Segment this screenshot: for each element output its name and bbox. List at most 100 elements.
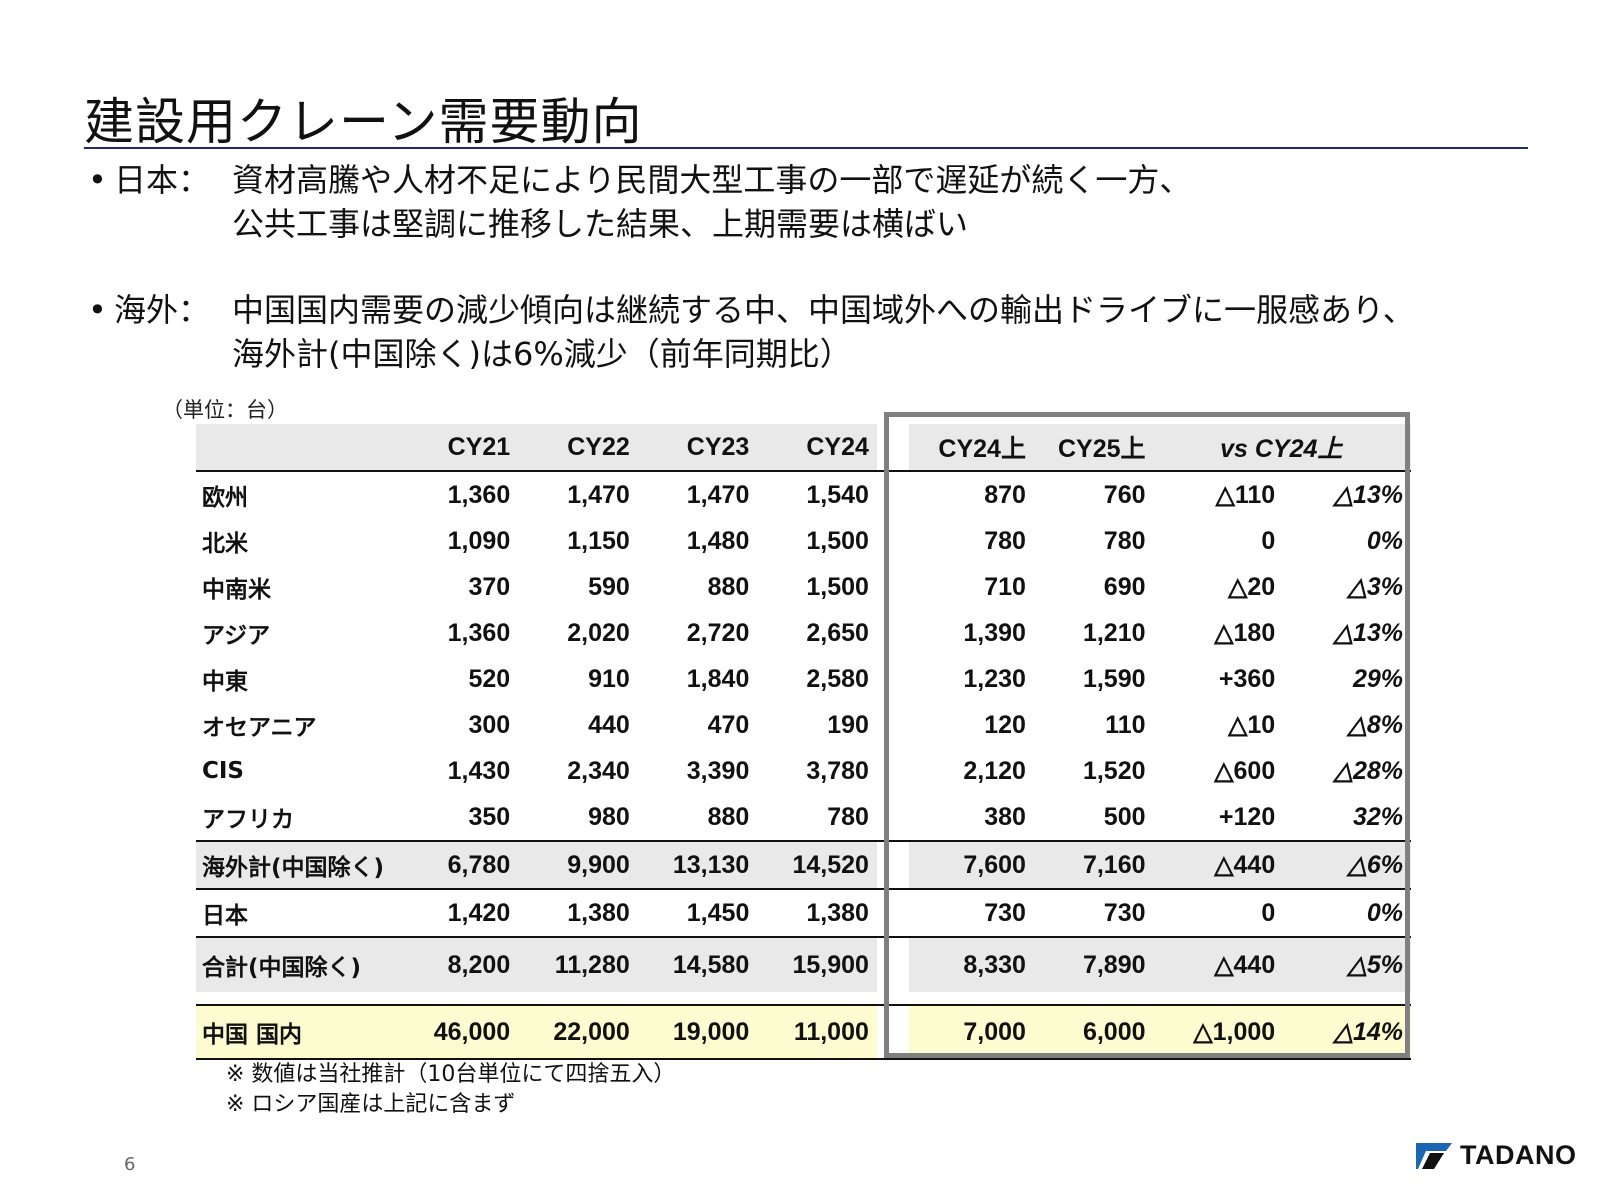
bullet-overseas: • 海外： 中国国内需要の減少傾向は継続する中、中国域外への輸出ドライブに一服感あり… xyxy=(88,288,1415,373)
column-gap xyxy=(876,702,910,748)
data-cell: 1,090 xyxy=(447,526,511,555)
data-cell: △440 xyxy=(1214,951,1276,979)
row-label: 北米 xyxy=(202,531,248,557)
data-cell: △20 xyxy=(1228,573,1276,601)
data-cell: 520 xyxy=(468,664,511,693)
unit-label: （単位：台） xyxy=(162,398,288,422)
data-cell: △6% xyxy=(1347,851,1403,879)
data-cell: 3,780 xyxy=(806,756,869,785)
data-cell: 470 xyxy=(707,710,750,739)
data-cell: +120 xyxy=(1218,802,1276,831)
table-row: アジア 1,360 2,020 2,720 2,650 1,390 1,210 △180 △13… xyxy=(196,610,1411,656)
header-cell: vs CY24上 xyxy=(1220,435,1343,463)
column-gap xyxy=(876,610,910,656)
table-row: アフリカ 350 980 880 780 380 500 +120 32% xyxy=(196,794,1411,841)
table-header-row: CY21 CY22 CY23 CY24 CY24上 CY25上 vs CY24上 xyxy=(196,424,1411,471)
data-cell: 1,840 xyxy=(686,664,750,693)
data-cell: 0% xyxy=(1366,898,1403,927)
header-cell xyxy=(196,424,399,471)
data-cell: 500 xyxy=(1103,802,1146,831)
data-cell: △600 xyxy=(1214,757,1276,785)
data-cell: △3% xyxy=(1347,573,1403,601)
footnote: ※ ロシア国産は上記に含まず xyxy=(226,1092,516,1117)
bullet-head: 日本： xyxy=(114,161,211,199)
data-cell: 120 xyxy=(984,710,1026,739)
data-cell: 1,430 xyxy=(447,756,511,785)
data-cell: △1,000 xyxy=(1193,1018,1276,1046)
crane-demand-table: CY21 CY22 CY23 CY24 CY24上 CY25上 vs CY24上… xyxy=(196,424,1411,1060)
header-cell: CY22 xyxy=(567,432,630,461)
bullet-dot: • xyxy=(88,291,107,329)
header-cell: CY25上 xyxy=(1057,435,1146,463)
data-cell: 11,000 xyxy=(793,1017,869,1046)
row-label: アジア xyxy=(202,623,271,649)
data-cell: △13% xyxy=(1333,619,1403,647)
data-cell: 1,590 xyxy=(1082,664,1146,693)
data-cell: 0 xyxy=(1261,898,1276,927)
data-cell: 1,230 xyxy=(963,664,1026,693)
header-cell: CY23 xyxy=(686,432,750,461)
data-cell: 7,000 xyxy=(963,1017,1026,1046)
data-cell: △110 xyxy=(1215,481,1276,509)
data-cell: 380 xyxy=(984,802,1026,831)
data-cell: △440 xyxy=(1214,851,1276,879)
data-cell: 980 xyxy=(588,802,630,831)
column-gap xyxy=(876,937,910,992)
data-cell: 2,720 xyxy=(686,618,750,647)
data-cell: △14% xyxy=(1333,1018,1403,1046)
bullet-dot: • xyxy=(88,161,107,199)
column-gap xyxy=(876,889,910,937)
row-label: 欧州 xyxy=(202,485,248,511)
table-row: 欧州 1,360 1,470 1,470 1,540 870 760 △110 △13% xyxy=(196,471,1411,518)
data-cell: 870 xyxy=(984,480,1026,509)
data-cell: 14,580 xyxy=(672,950,750,979)
data-cell: 1,360 xyxy=(447,618,511,647)
data-cell: 300 xyxy=(468,710,511,739)
data-cell: 710 xyxy=(984,572,1026,601)
table-row: 中東 520 910 1,840 2,580 1,230 1,590 +360 29% xyxy=(196,656,1411,702)
data-cell: 1,380 xyxy=(806,898,869,927)
row-label: オセアニア xyxy=(202,715,317,741)
header-cell: CY24 xyxy=(806,432,869,461)
data-cell: 370 xyxy=(468,572,511,601)
bullet-line: 中国国内需要の減少傾向は継続する中、中国域外への輸出ドライブに一服感あり、 xyxy=(232,291,1415,329)
data-cell: 690 xyxy=(1103,572,1146,601)
bullet-line: 資材高騰や人材不足により民間大型工事の一部で遅延が続く一方、 xyxy=(232,161,1192,199)
data-cell: △180 xyxy=(1214,619,1276,647)
data-cell: 1,150 xyxy=(567,526,630,555)
data-cell: 880 xyxy=(707,572,750,601)
data-cell: 46,000 xyxy=(433,1017,511,1046)
data-cell: 780 xyxy=(984,526,1026,555)
data-cell: 1,500 xyxy=(806,572,869,601)
bullet-japan: • 日本： 資材高騰や人材不足により民間大型工事の一部で遅延が続く一方、 公共工事は… xyxy=(88,158,1192,243)
data-cell: 1,420 xyxy=(447,898,511,927)
table-spacer-row xyxy=(196,992,1411,1006)
data-cell: 880 xyxy=(707,802,750,831)
logo-mark-icon xyxy=(1416,1142,1452,1169)
row-label: CIS xyxy=(202,758,245,784)
data-cell: 350 xyxy=(468,802,511,831)
data-cell: 13,130 xyxy=(672,850,750,879)
data-cell: 29% xyxy=(1352,664,1403,693)
bullet-line: 公共工事は堅調に推移した結果、上期需要は横ばい xyxy=(232,205,969,243)
table-row: オセアニア 300 440 470 190 120 110 △10 △8% xyxy=(196,702,1411,748)
data-cell: 1,500 xyxy=(806,526,869,555)
table-row: 日本 1,420 1,380 1,450 1,380 730 730 0 0% xyxy=(196,889,1411,937)
data-cell: 1,390 xyxy=(963,618,1026,647)
bullet-line: 海外計(中国除く)は6%減少（前年同期比） xyxy=(232,335,852,373)
company-logo: TADANO xyxy=(1416,1140,1576,1171)
data-cell: 1,210 xyxy=(1082,618,1146,647)
data-cell: 190 xyxy=(827,710,869,739)
data-cell: △5% xyxy=(1347,951,1403,979)
data-cell: 19,000 xyxy=(672,1017,750,1046)
column-gap xyxy=(876,748,910,794)
data-cell: 2,120 xyxy=(963,756,1026,785)
page-number: 6 xyxy=(124,1154,136,1175)
data-cell: 22,000 xyxy=(553,1017,630,1046)
data-cell: 1,540 xyxy=(806,480,869,509)
data-cell: 7,160 xyxy=(1082,850,1146,879)
column-gap xyxy=(876,794,910,841)
column-gap xyxy=(876,1005,910,1059)
data-cell: 1,480 xyxy=(686,526,750,555)
data-cell: 6,780 xyxy=(447,850,511,879)
